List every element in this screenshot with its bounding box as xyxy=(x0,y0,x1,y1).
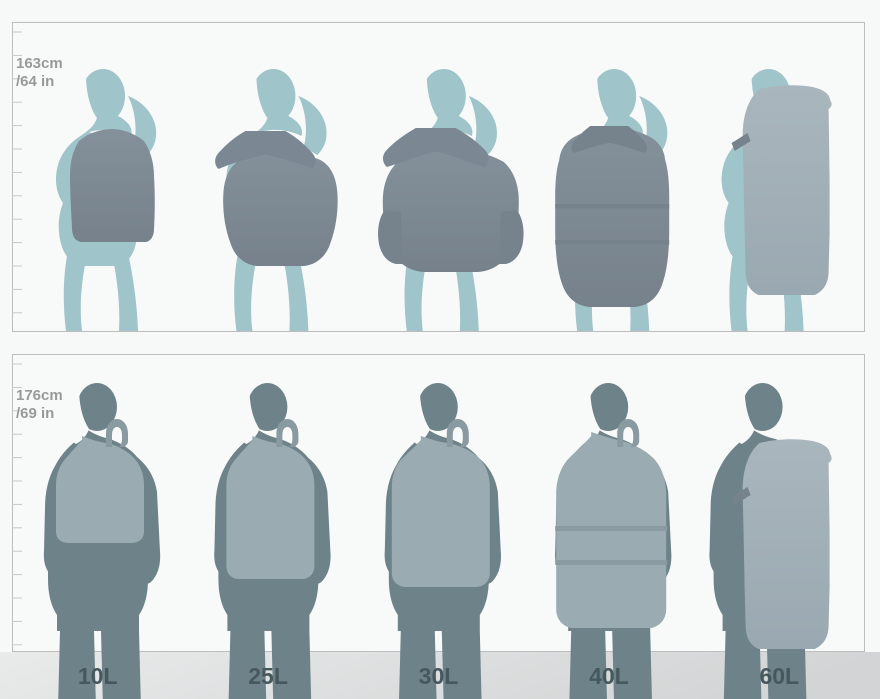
svg-text:60L: 60L xyxy=(759,663,799,689)
svg-text:163cm: 163cm xyxy=(16,55,63,72)
svg-text:10L: 10L xyxy=(78,663,118,689)
svg-text:40L: 40L xyxy=(589,663,629,689)
svg-text:176cm: 176cm xyxy=(16,387,63,404)
svg-text:/69 in: /69 in xyxy=(16,405,54,422)
svg-text:/64 in: /64 in xyxy=(16,73,54,90)
svg-text:30L: 30L xyxy=(419,663,459,689)
svg-text:25L: 25L xyxy=(248,663,288,689)
